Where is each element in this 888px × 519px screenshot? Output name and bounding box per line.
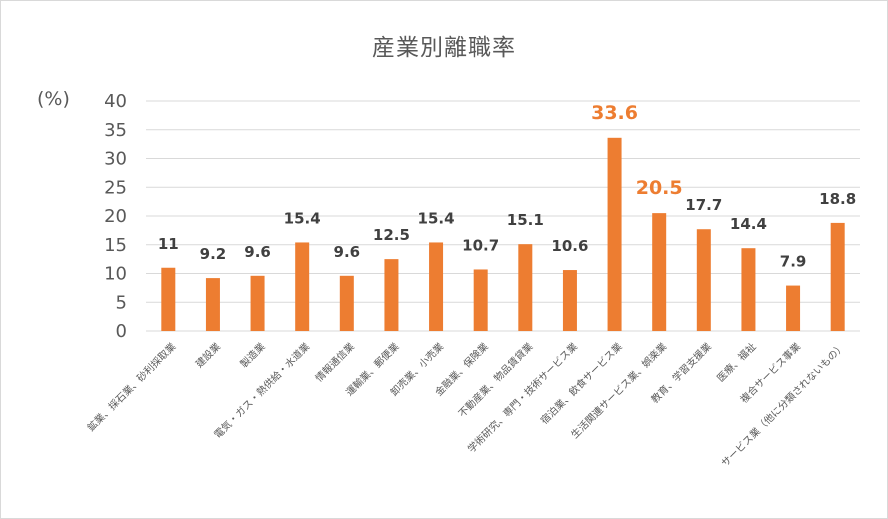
chart-title: 産業別離職率 xyxy=(372,35,516,61)
x-category-label: 医療、福祉 xyxy=(714,340,759,385)
y-tick-label: 15 xyxy=(104,235,127,256)
data-labels: 11 9.2 9.6 15.4 9.6 12.5 15.4 10.7 15.1 10.6 33.6 2… xyxy=(158,102,856,271)
bar xyxy=(562,270,577,331)
gridlines xyxy=(146,100,860,332)
bar xyxy=(295,242,310,331)
data-label: 11 xyxy=(158,235,179,253)
bar xyxy=(429,242,444,331)
data-label: 33.6 xyxy=(591,102,638,124)
y-tick-label: 25 xyxy=(104,177,127,198)
y-axis-ticks: 0 5 10 15 20 25 30 35 40 xyxy=(104,91,127,342)
data-label: 7.9 xyxy=(780,253,807,271)
bar xyxy=(161,267,176,331)
bar xyxy=(339,275,354,331)
y-tick-label: 30 xyxy=(104,149,127,170)
bar xyxy=(250,275,265,331)
bar xyxy=(830,222,845,331)
data-label: 10.6 xyxy=(551,237,588,255)
y-tick-label: 0 xyxy=(116,321,127,342)
x-category-label: 製造業 xyxy=(237,340,267,370)
y-tick-label: 40 xyxy=(104,91,127,112)
data-label: 14.4 xyxy=(730,215,767,233)
bar xyxy=(741,248,756,331)
data-label: 15.4 xyxy=(418,209,455,227)
y-tick-label: 5 xyxy=(116,292,127,313)
data-label: 17.7 xyxy=(685,196,722,214)
data-label: 10.7 xyxy=(462,236,499,254)
bar xyxy=(696,229,711,331)
bar xyxy=(473,269,488,331)
y-tick-label: 10 xyxy=(104,264,127,285)
x-category-label: 生活関連サービス業、娯楽業 xyxy=(568,340,669,441)
data-label: 9.6 xyxy=(334,243,361,261)
data-label: 20.5 xyxy=(636,177,683,199)
bar xyxy=(205,278,220,331)
bars xyxy=(161,137,845,331)
bar xyxy=(786,285,801,331)
bar xyxy=(652,213,667,331)
data-label: 15.1 xyxy=(507,211,544,229)
bar xyxy=(607,137,622,331)
x-category-label: 建設業 xyxy=(193,340,223,370)
y-tick-label: 35 xyxy=(104,120,127,141)
data-label: 9.2 xyxy=(200,245,227,263)
data-label: 9.6 xyxy=(244,243,271,261)
data-label: 15.4 xyxy=(284,209,321,227)
y-axis-unit-label: (%) xyxy=(37,88,70,110)
data-label: 12.5 xyxy=(373,226,410,244)
bar xyxy=(384,259,399,331)
x-category-label: 宿泊業、飲食サービス業 xyxy=(538,340,625,427)
bar xyxy=(518,244,533,331)
x-category-label: 不動産業、物品賃貸業 xyxy=(456,340,536,420)
data-label: 18.8 xyxy=(819,190,856,208)
y-tick-label: 20 xyxy=(104,206,127,227)
x-category-label: 電気・ガス・熱供給・水道業 xyxy=(211,340,312,441)
x-category-label: 鉱業、採石業、砂利採取業 xyxy=(84,340,178,434)
x-category-label: 情報通信業 xyxy=(312,340,357,385)
